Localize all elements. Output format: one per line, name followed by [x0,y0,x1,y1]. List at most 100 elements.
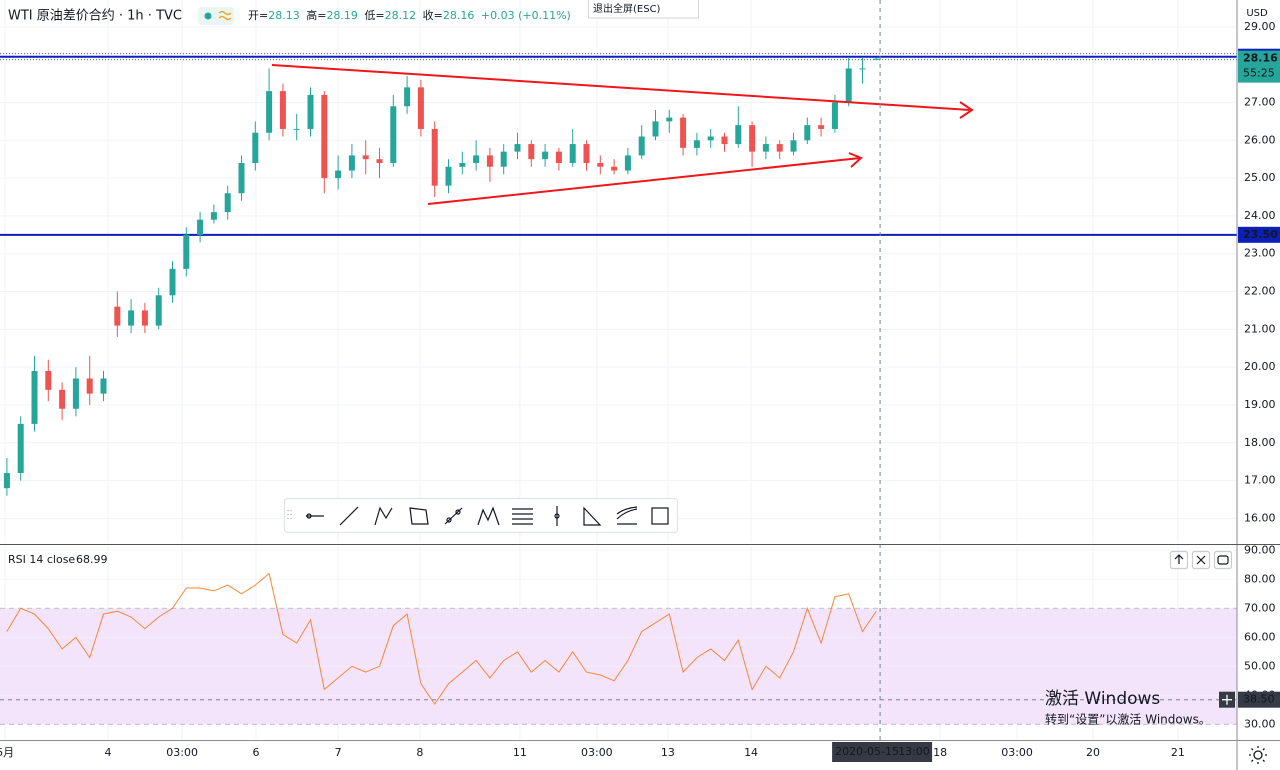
candle-body [390,106,397,163]
y-tick-label: 16.00 [1244,511,1276,524]
candle-body [59,389,66,409]
candle-body [638,136,645,156]
candle-body [348,155,355,171]
watermark-line1: 激活 Windows [1045,689,1160,709]
exit-fullscreen-label[interactable]: 退出全屏(ESC) [593,2,661,15]
candle-body [45,370,52,390]
ohlc-header: 开=28.13 高=28.19 低=28.12 收=28.16 +0.03 (+… [248,8,571,22]
y-tick-label: 18.00 [1244,436,1276,449]
drag-handle[interactable] [287,510,292,519]
candle-body [542,151,549,160]
x-tick-label: 18 [933,746,947,759]
candle-body [3,473,10,489]
gear-ring [1253,750,1263,760]
x-tick-label: 7 [335,746,342,759]
high-label: 高= [306,8,326,22]
candle-body [169,268,176,296]
candle-body [459,162,466,167]
candle-body [252,132,259,163]
candle-body [514,144,521,152]
candle-body [266,91,273,133]
currency-label: USD [1246,8,1268,19]
rsi-title: RSI 14 close [8,553,75,566]
y-tick-label: 24.00 [1244,209,1276,222]
status-icons[interactable] [198,7,234,25]
candle-body [569,144,576,163]
tool-pattern[interactable] [374,506,393,526]
x-tick-label: 03:00 [1001,746,1033,759]
y-tick-label: 23.00 [1244,247,1276,260]
candle-body [818,125,825,129]
open-label: 开= [248,9,268,22]
tool-curve[interactable] [616,506,638,525]
close-label: 收= [423,8,443,22]
candle-body [335,170,342,179]
y-tick-label: 26.00 [1244,133,1276,146]
close-value: 28.16 [443,9,475,22]
y-tick-label: 20.00 [1244,360,1276,373]
up-icon [1174,554,1184,564]
candle-body [445,166,452,186]
lower-trend-line [427,157,861,205]
candle-body [321,94,328,179]
countdown: 55:25 [1243,67,1275,80]
tool-rect[interactable] [651,507,669,525]
rsi-tick-label: 50.00 [1244,659,1276,672]
candle-body [680,117,687,148]
trend-lines [271,64,974,205]
candle-body [72,378,79,409]
candle-body [307,94,314,129]
upper-trend-line [271,64,971,111]
x-tick-label: 13 [661,746,675,759]
candle-body [224,193,231,213]
x-tick-label: 14 [744,746,758,759]
exit-fullscreen[interactable]: 退出全屏(ESC) [588,0,699,19]
close-button[interactable] [1191,550,1211,570]
last-price-tag [1238,50,1280,83]
chart-title: WTI 原油差价合约 · 1h · TVC [8,9,182,24]
candle-body [721,136,728,145]
exit-fullscreen-box[interactable] [588,0,699,19]
candle-body [279,91,286,129]
close-icon [1196,555,1206,565]
rsi-tick-label: 90.00 [1244,543,1276,556]
candle-body [762,144,769,152]
rsi-tick-label: 80.00 [1244,572,1276,585]
maximize-button[interactable] [1213,550,1233,570]
candle-body [528,144,535,160]
overlays [0,0,1237,740]
tool-trend[interactable] [339,506,359,526]
tool-xabcd[interactable] [477,506,500,526]
tool-ray-dot [455,509,461,515]
pane-buttons[interactable] [1169,550,1233,570]
candle-body [749,125,756,152]
y-tick-label: 19.00 [1244,398,1276,411]
tool-polygon[interactable] [409,507,429,525]
delay-icon [218,10,232,21]
maximize-icon [1217,555,1229,565]
candle-body [210,212,217,220]
y-tick-label: 25.00 [1244,171,1276,184]
x-tick-label: 8 [416,746,423,759]
move-up-button[interactable] [1169,550,1189,570]
candle-body [431,128,438,186]
price-line-tag [1238,226,1280,243]
candle-body [114,306,121,326]
settings-button[interactable] [1249,746,1267,764]
tool-triangle[interactable] [583,506,602,526]
candle-body [293,128,300,130]
tool-fib[interactable] [512,508,533,525]
drawing-toolbar [283,497,679,534]
x-tick-label: 03:00 [581,746,613,759]
candle-body [555,151,562,163]
marks [0,53,1237,705]
candle-body [31,370,38,424]
candle-body [859,68,866,70]
y-tick-label: 27.00 [1244,95,1276,108]
candle-body [652,121,659,137]
candle-body [873,58,880,60]
high-value: 28.19 [326,9,358,22]
status-badge[interactable] [198,7,234,25]
x-tick-label: 20 [1086,746,1100,759]
